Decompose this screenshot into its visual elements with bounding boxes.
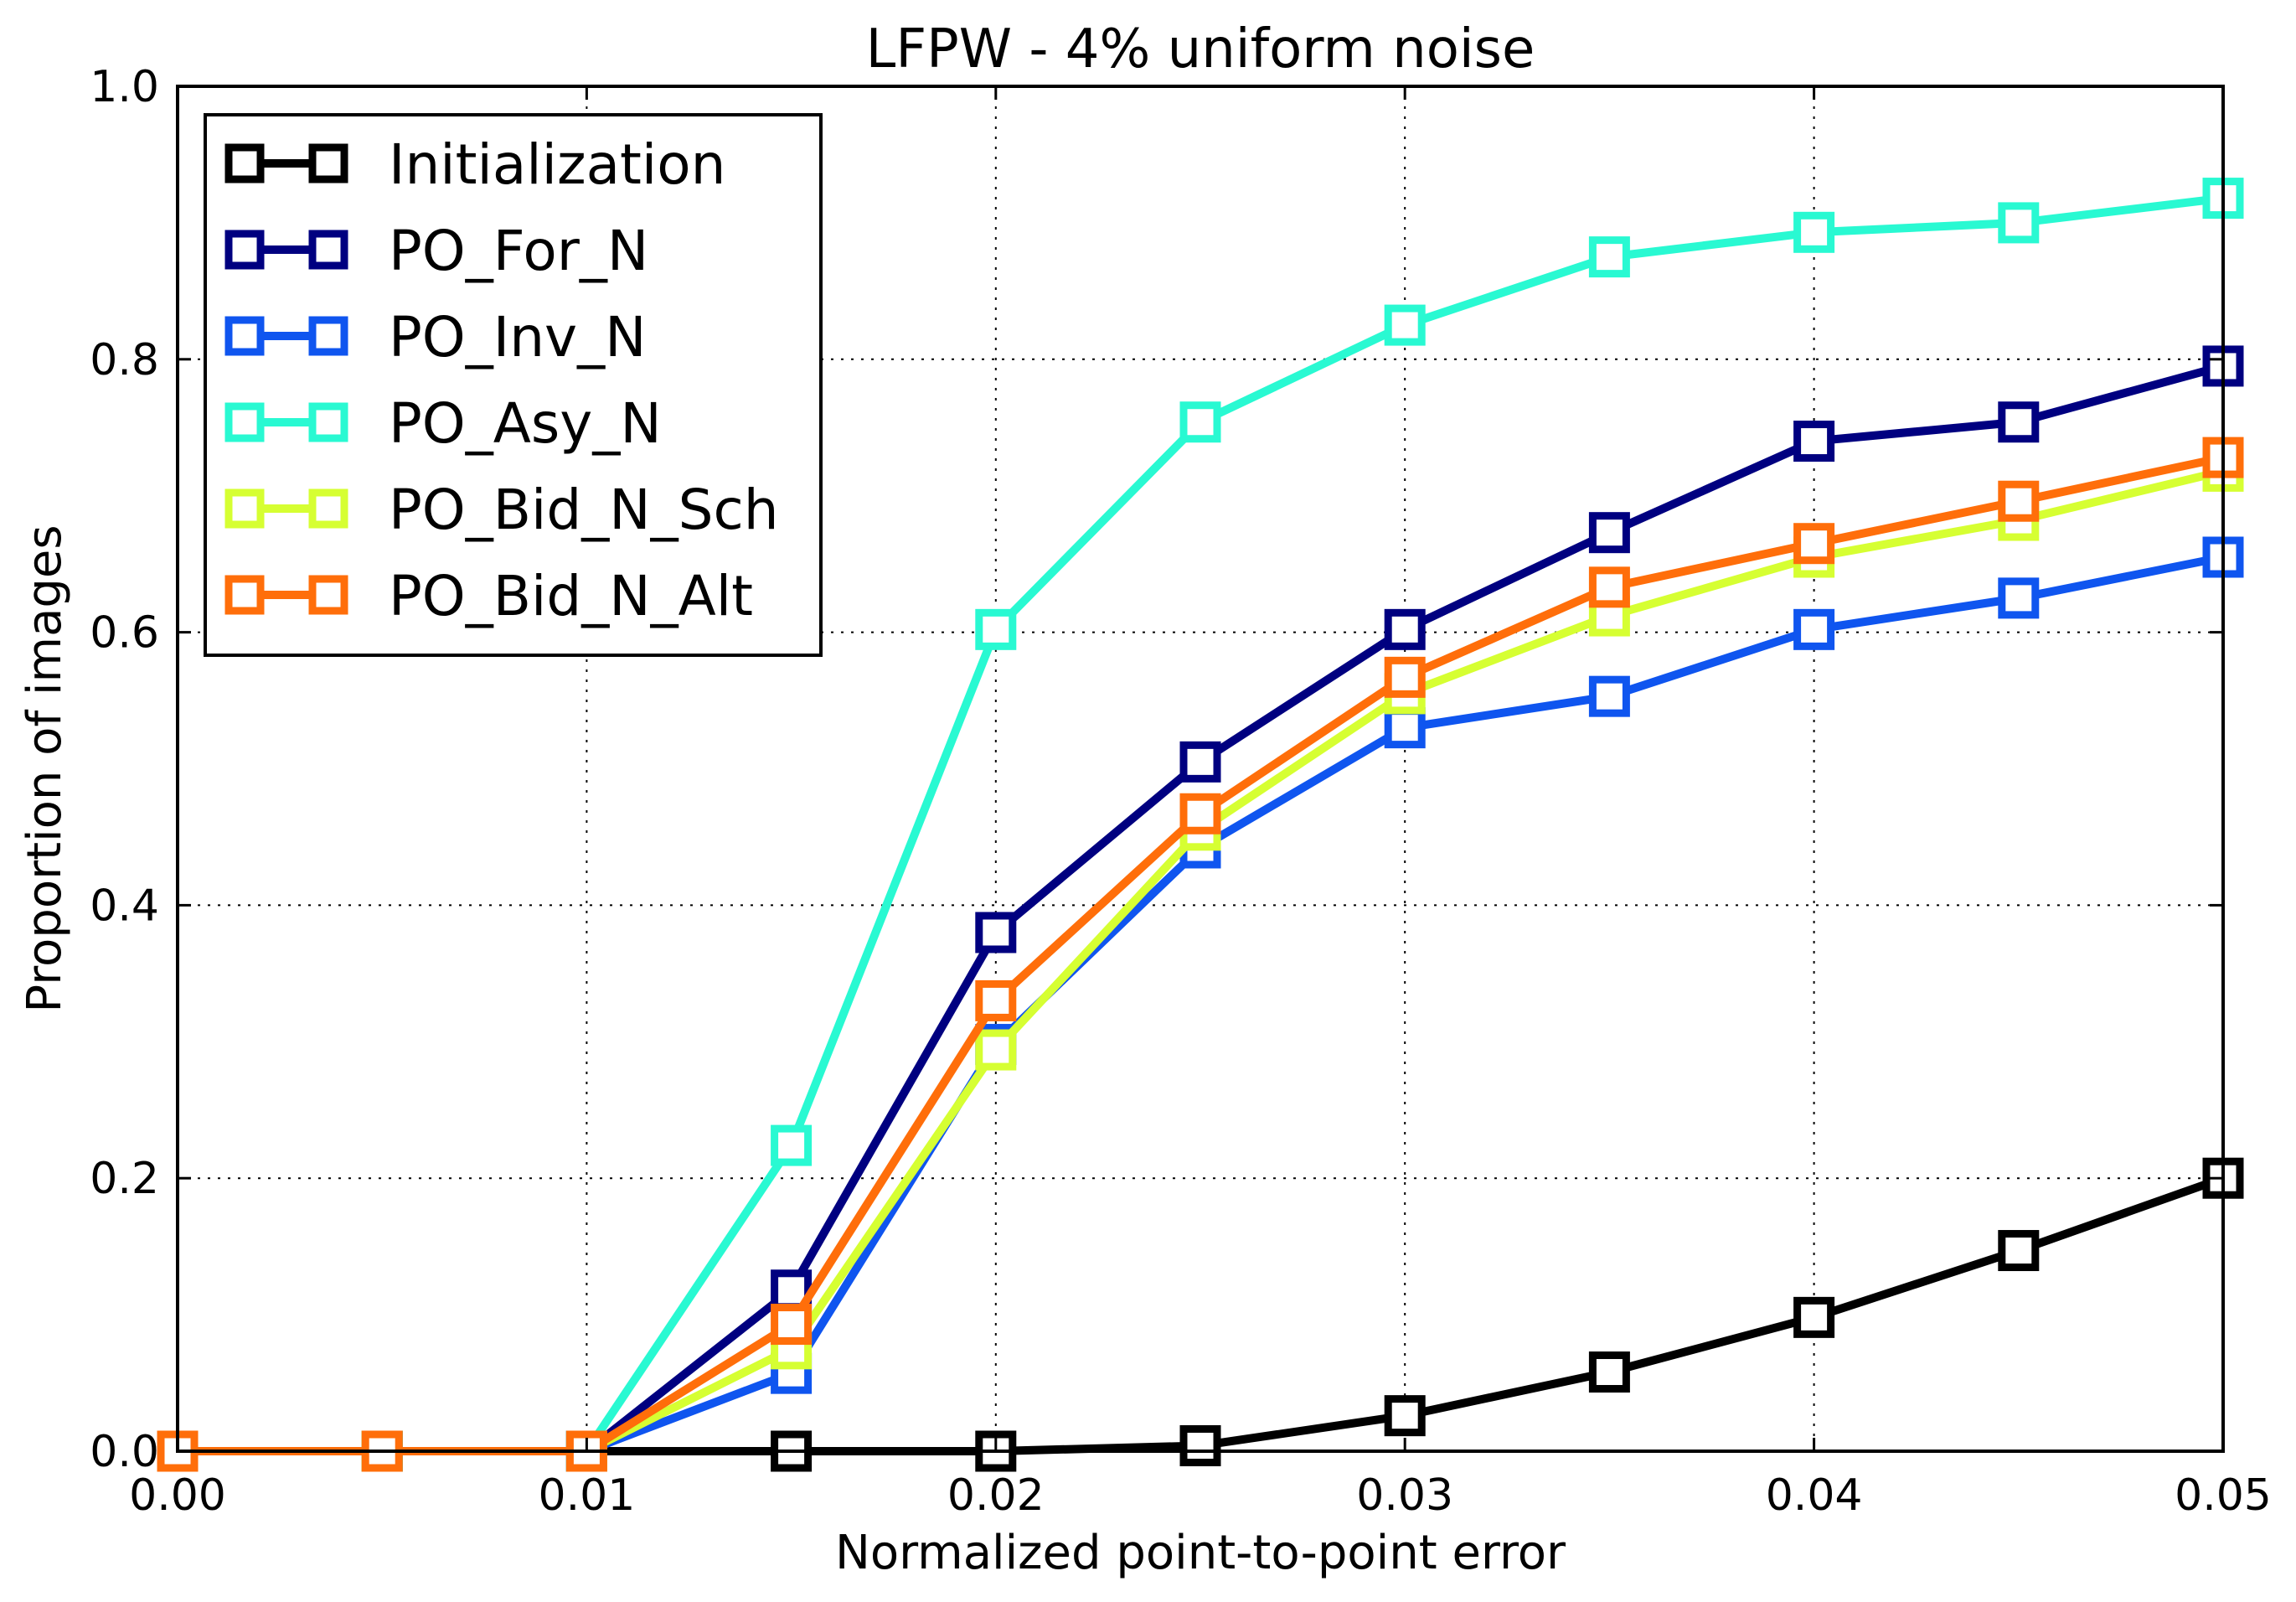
data-point-po-for-n: [975, 912, 1017, 953]
y-tick-label: 1.0: [90, 62, 159, 112]
data-point-initialization: [1588, 1351, 1630, 1393]
y-tick-label: 0.0: [90, 1427, 159, 1477]
data-point-initialization: [1384, 1395, 1426, 1437]
data-point-po-asy-n: [975, 608, 1017, 650]
data-point-po-asy-n: [771, 1124, 813, 1166]
x-tick-label: 0.01: [539, 1470, 636, 1521]
legend-label: PO_Asy_N: [389, 391, 662, 456]
x-tick-label: 0.00: [129, 1470, 226, 1521]
data-point-po-bid-n-alt: [1588, 566, 1630, 608]
data-point-po-bid-n-alt: [975, 979, 1017, 1021]
data-point-initialization: [1179, 1424, 1221, 1466]
legend: Initialization PO_For_N PO_Inv_N PO_Asy_N PO…: [204, 113, 823, 657]
data-point-po-inv-n: [1793, 608, 1835, 650]
legend-box: [204, 113, 823, 657]
data-point-po-for-n: [1588, 512, 1630, 554]
legend-marker: [224, 575, 265, 615]
chart-title: LFPW - 4% uniform noise: [866, 18, 1535, 80]
y-tick-label: 0.4: [90, 881, 159, 931]
legend-marker: [224, 143, 265, 183]
data-point-po-bid-n-alt: [1793, 523, 1835, 565]
data-point-po-for-n: [1384, 608, 1426, 650]
data-point-po-asy-n: [1384, 304, 1426, 346]
legend-item-po-inv-n: PO_Inv_N: [224, 305, 646, 369]
data-point-po-asy-n: [1998, 202, 2040, 244]
plot-frame: [176, 85, 2225, 1453]
y-tick-label: 0.8: [90, 335, 159, 385]
legend-item-po-bid-n-sch: PO_Bid_N_Sch: [224, 478, 779, 542]
legend-marker: [308, 230, 348, 270]
data-point-po-for-n: [1998, 401, 2040, 443]
data-point-po-bid-n-alt: [1998, 480, 2040, 522]
legend-label: Initialization: [389, 132, 725, 197]
data-point-po-for-n: [1793, 421, 1835, 463]
data-point-po-asy-n: [1588, 236, 1630, 278]
legend-label: PO_Bid_N_Sch: [389, 478, 779, 542]
data-point-po-for-n: [1179, 741, 1221, 783]
legend-item-po-for-n: PO_For_N: [224, 219, 648, 283]
y-tick-label: 0.6: [90, 608, 159, 659]
axis-ticks: 0.00 0.01 0.02 0.03 0.04 0.05 0.0 0.2 0.4 0.6 0.8 1…: [90, 62, 2272, 1521]
data-point-po-bid-n-alt: [1384, 656, 1426, 698]
legend-marker: [224, 488, 265, 529]
x-tick-label: 0.03: [1356, 1470, 1453, 1521]
data-point-po-bid-n-sch: [975, 1029, 1017, 1071]
x-tick-label: 0.05: [2175, 1470, 2272, 1521]
data-point-po-asy-n: [1179, 401, 1221, 443]
data-point-po-inv-n: [1588, 675, 1630, 717]
legend-label: PO_Bid_N_Alt: [389, 564, 753, 628]
data-point-po-bid-n-alt: [1179, 793, 1221, 835]
legend-marker: [308, 575, 348, 615]
data-point-po-inv-n: [1384, 707, 1426, 749]
legend-marker: [308, 402, 348, 442]
data-point-po-bid-n-alt: [771, 1304, 813, 1346]
x-tick-label: 0.02: [947, 1470, 1045, 1521]
x-axis-label: Normalized point-to-point error: [835, 1526, 1566, 1580]
x-tick-label: 0.04: [1766, 1470, 1863, 1521]
legend-marker: [308, 143, 348, 183]
legend-label: PO_Inv_N: [389, 305, 646, 369]
legend-marker: [308, 488, 348, 529]
legend-item-po-asy-n: PO_Asy_N: [224, 391, 662, 456]
legend-item-po-bid-n-alt: PO_Bid_N_Alt: [224, 564, 753, 628]
legend-marker: [308, 316, 348, 356]
legend-item-initialization: Initialization: [224, 132, 725, 197]
data-point-initialization: [1998, 1230, 2040, 1272]
legend-marker: [224, 316, 265, 356]
legend-marker: [224, 230, 265, 270]
legend-label: PO_For_N: [389, 219, 648, 283]
legend-marker: [224, 402, 265, 442]
y-tick-label: 0.2: [90, 1154, 159, 1204]
data-point-initialization: [1793, 1296, 1835, 1338]
y-axis-label: Proportion of images: [18, 525, 72, 1012]
data-point-po-asy-n: [1793, 211, 1835, 253]
data-point-po-inv-n: [1998, 577, 2040, 619]
grid-lines: [178, 86, 2223, 1451]
